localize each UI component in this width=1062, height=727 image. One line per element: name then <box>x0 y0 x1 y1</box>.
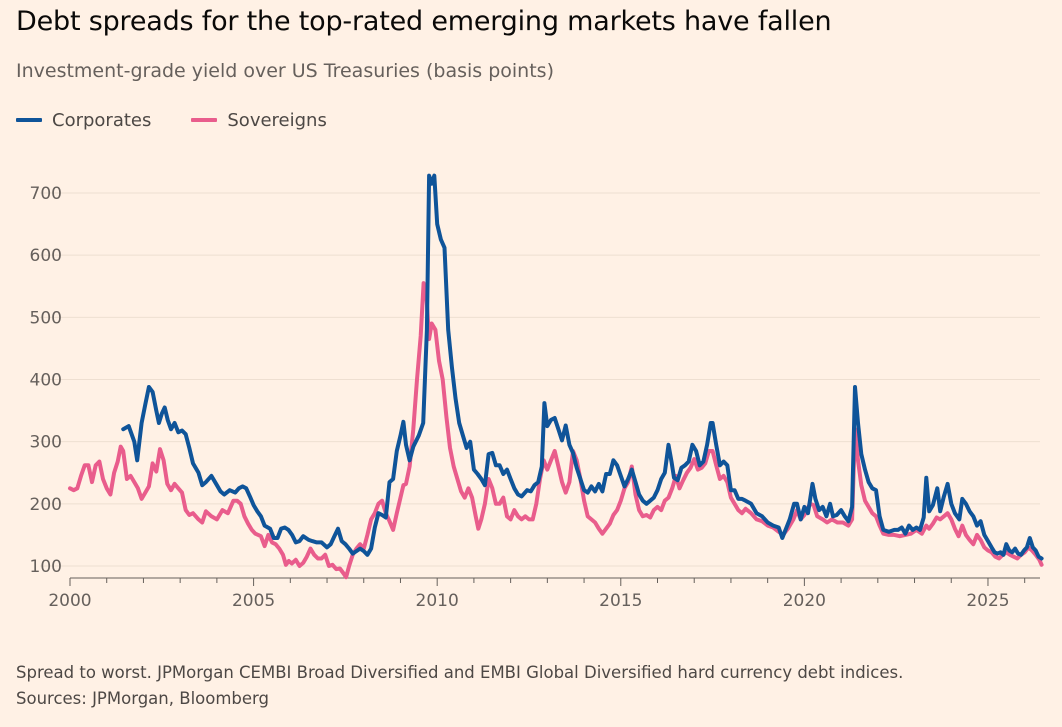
x-tick-label-2005: 2005 <box>232 591 275 611</box>
series-line-corporates <box>121 173 1044 561</box>
y-tick-label-100: 100 <box>30 557 62 577</box>
y-tick-label-500: 500 <box>30 308 62 328</box>
series-layer <box>68 173 1044 580</box>
footnote-sources: Sources: JPMorgan, Bloomberg <box>16 689 270 708</box>
y-tick-label-600: 600 <box>30 246 62 266</box>
chart-legend: Corporates Sovereigns <box>16 107 367 133</box>
grid-layer <box>40 192 1040 567</box>
y-tick-label-400: 400 <box>30 371 62 391</box>
legend-item-corporates: Corporates <box>16 110 151 131</box>
x-tick-label-2000: 2000 <box>48 591 91 611</box>
chart-subtitle: Investment-grade yield over US Treasurie… <box>16 60 554 82</box>
footnote-note: Spread to worst. JPMorgan CEMBI Broad Di… <box>16 663 904 682</box>
line-chart: 100 200 300 400 500 600 700 2000 2005 2010 2015 202… <box>30 173 1044 611</box>
legend-label-corporates: Corporates <box>52 109 152 131</box>
x-tick-label-2010: 2010 <box>416 591 459 611</box>
y-tick-label-700: 700 <box>30 184 62 204</box>
footnote: Spread to worst. JPMorgan CEMBI Broad Di… <box>16 660 903 712</box>
x-tick-label-2015: 2015 <box>599 591 642 611</box>
y-tick-label-300: 300 <box>30 433 62 453</box>
legend-swatch-corporates <box>16 118 42 122</box>
legend-label-sovereigns: Sovereigns <box>227 109 327 131</box>
chart-title: Debt spreads for the top-rated emerging … <box>16 6 832 37</box>
y-tick-label-200: 200 <box>30 495 62 515</box>
x-tick-label-2025: 2025 <box>966 591 1009 611</box>
series-line-sovereigns <box>68 281 1044 580</box>
legend-item-sovereigns: Sovereigns <box>191 109 327 131</box>
legend-swatch-sovereigns <box>191 118 218 122</box>
x-tick-label-2020: 2020 <box>783 591 826 611</box>
axis-layer: 100 200 300 400 500 600 700 2000 2005 2010 2015 202… <box>30 184 1040 611</box>
